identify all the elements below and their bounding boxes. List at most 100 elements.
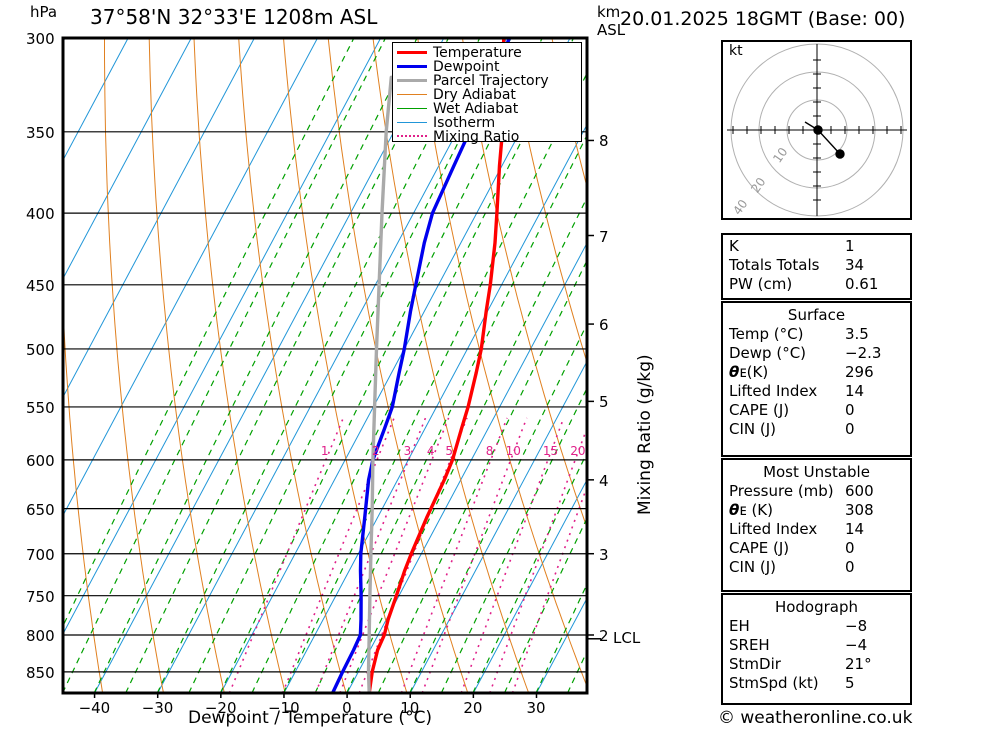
stat-row: Totals Totals 34 (729, 256, 910, 275)
mixing-ratio-label-20: 20 (570, 443, 586, 458)
stat-value: 0 (845, 539, 855, 557)
stat-label: Dewp (°C) (729, 344, 807, 362)
stat-label: Pressure (mb) (729, 482, 834, 500)
pressure-tick-450: 450 (26, 276, 55, 295)
mixing-ratio-label-5: 5 (445, 443, 454, 458)
legend-item-1: Dewpoint (393, 59, 581, 75)
surface-title: Surface (787, 306, 846, 324)
stat-row: θᴇ(K) 296 (729, 363, 910, 382)
temp-tick--20: −20 (204, 699, 237, 717)
pressure-tick-850: 850 (26, 663, 55, 682)
stat-value: 296 (845, 363, 874, 381)
km-tick-2: 2 (599, 626, 609, 645)
stat-value: −2.3 (845, 344, 882, 362)
pressure-tick-800: 800 (26, 626, 55, 645)
legend-label-4: Wet Adiabat (433, 101, 519, 117)
stat-value: 14 (845, 520, 865, 538)
stat-value: 34 (845, 256, 865, 274)
legend-item-3: Dry Adiabat (393, 87, 581, 103)
stat-value: 3.5 (845, 325, 869, 343)
stat-label: CIN (J) (729, 558, 777, 576)
stat-label: θᴇ(K) (729, 363, 769, 381)
legend-swatch-5 (397, 121, 427, 123)
skewt-svg (61, 36, 601, 698)
temp-tick-20: 20 (463, 699, 483, 717)
chart-legend: Temperature Dewpoint Parcel Trajectory Dry … (392, 42, 582, 145)
stat-label: K (729, 237, 739, 255)
legend-label-2: Parcel Trajectory (433, 73, 549, 89)
stat-label: StmSpd (kt) (729, 674, 819, 692)
legend-swatch-4 (397, 107, 427, 109)
stat-label: CAPE (J) (729, 401, 790, 419)
stat-label: CAPE (J) (729, 539, 790, 557)
mixing-ratio-label-3: 3 (403, 443, 412, 458)
stat-row: PW (cm) 0.61 (729, 275, 910, 294)
temp-tick--10: −10 (267, 699, 300, 717)
mixing-ratio-label-2: 2 (371, 443, 380, 458)
stat-row: CAPE (J) 0 (729, 539, 910, 558)
temp-tick-10: 10 (400, 699, 420, 717)
legend-label-1: Dewpoint (433, 59, 500, 75)
pressure-tick-500: 500 (26, 340, 55, 359)
legend-item-4: Wet Adiabat (393, 101, 581, 117)
legend-label-6: Mixing Ratio (433, 129, 520, 145)
surface-panel: Surface Temp (°C) 3.5 Dewp (°C) −2.3 θᴇ(K) 29… (721, 301, 912, 457)
stat-label: Lifted Index (729, 382, 818, 400)
hodograph-stats-panel: Hodograph EH −8 SREH −4 StmDir 21° StmSpd (kt)… (721, 593, 912, 705)
stat-label: Temp (°C) (729, 325, 804, 343)
legend-swatch-2 (397, 78, 427, 82)
legend-swatch-6 (397, 135, 427, 137)
temp-tick--30: −30 (141, 699, 174, 717)
stat-label: PW (cm) (729, 275, 793, 293)
pressure-tick-400: 400 (26, 205, 55, 224)
hodograph-unit-label: kt (729, 43, 743, 59)
stat-row: StmDir 21° (729, 655, 910, 674)
stat-value: 14 (845, 382, 865, 400)
x-axis-label: Dewpoint / Temperature (°C) (188, 708, 433, 728)
stat-row: θᴇ (K) 308 (729, 501, 910, 520)
mixing-ratio-label-10: 10 (505, 443, 521, 458)
stat-value: 5 (845, 674, 855, 692)
pressure-tick-650: 650 (26, 500, 55, 519)
stat-value: 21° (845, 655, 872, 673)
stat-value: 0 (845, 558, 855, 576)
stat-row: Pressure (mb) 600 (729, 482, 910, 501)
lcl-label: LCL (613, 628, 641, 647)
pressure-unit-label: hPa (30, 3, 58, 21)
stat-label: Lifted Index (729, 520, 818, 538)
stat-row: SREH −4 (729, 636, 910, 655)
legend-item-5: Isotherm (393, 115, 581, 131)
stat-row: Lifted Index 14 (729, 382, 910, 401)
stat-row: Lifted Index 14 (729, 520, 910, 539)
stat-value: 0 (845, 420, 855, 438)
stat-value: 600 (845, 482, 874, 500)
km-tick-8: 8 (599, 132, 609, 151)
station-title: 37°58'N 32°33'E 1208m ASL (90, 5, 378, 29)
legend-swatch-0 (397, 50, 427, 54)
stat-row: CAPE (J) 0 (729, 401, 910, 420)
copyright-label: © weatheronline.co.uk (718, 708, 913, 728)
stat-row: StmSpd (kt) 5 (729, 674, 910, 693)
stat-label: CIN (J) (729, 420, 777, 438)
most-unstable-title: Most Unstable (763, 463, 870, 481)
hodograph-panel: kt 10 20 40 (721, 40, 912, 220)
legend-item-2: Parcel Trajectory (393, 73, 581, 89)
pressure-tick-300: 300 (26, 30, 55, 48)
hodograph-stats-title: Hodograph (774, 598, 859, 616)
temp-tick-30: 30 (526, 699, 546, 717)
stat-row: EH −8 (729, 617, 910, 636)
km-tick-3: 3 (599, 545, 609, 564)
indices-panel: K 1 Totals Totals 34 PW (cm) 0.61 (721, 233, 912, 300)
km-tick-7: 7 (599, 227, 609, 246)
most-unstable-panel: Most Unstable Pressure (mb) 600 θᴇ (K) 308 L… (721, 458, 912, 592)
stat-label: Totals Totals (729, 256, 820, 274)
sounding-chart (61, 36, 601, 698)
stat-row: Dewp (°C) −2.3 (729, 344, 910, 363)
stat-row: CIN (J) 0 (729, 420, 910, 439)
legend-item-6: Mixing Ratio (393, 129, 581, 145)
datetime-title: 20.01.2025 18GMT (Base: 00) (620, 8, 906, 30)
km-tick-6: 6 (599, 316, 609, 335)
stat-value: 0 (845, 401, 855, 419)
km-unit-label-1: km (597, 3, 621, 21)
stat-value: 1 (845, 237, 855, 255)
